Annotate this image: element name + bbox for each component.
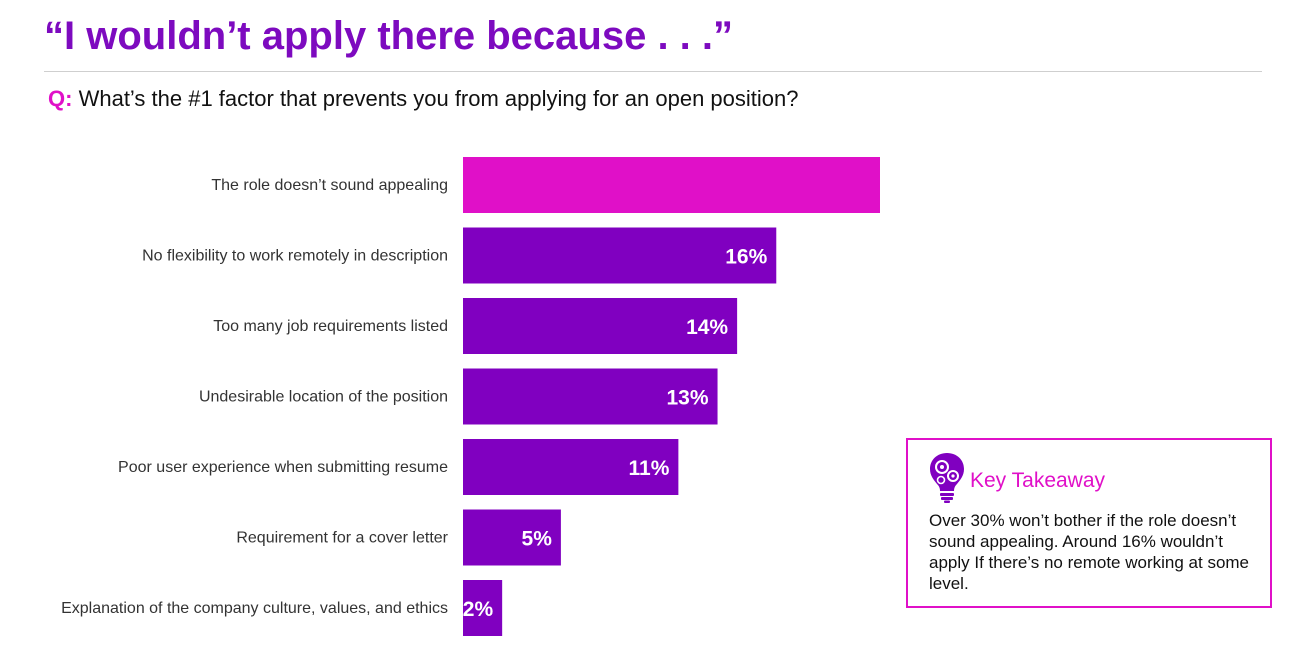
- page-title: “I wouldn’t apply there because . . .”: [44, 14, 734, 58]
- bar: [463, 298, 738, 354]
- category-label: Explanation of the company culture, valu…: [61, 600, 448, 617]
- value-label: 11%: [629, 457, 670, 480]
- value-label: 13%: [667, 387, 709, 410]
- category-label: Undesirable location of the position: [199, 389, 448, 406]
- value-label: 5%: [522, 528, 553, 551]
- title-divider: [44, 71, 1262, 72]
- bar: [463, 157, 880, 213]
- takeaway-text: Over 30% won’t bother if the role doesn’…: [929, 511, 1250, 593]
- bar: [463, 439, 679, 495]
- survey-question: Q: What’s the #1 factor that prevents yo…: [48, 86, 799, 112]
- question-text: What’s the #1 factor that prevents you f…: [78, 86, 799, 111]
- category-label: No flexibility to work remotely in descr…: [142, 248, 448, 265]
- bar: [463, 368, 718, 425]
- bar-chart: The role doesn’t sound appealing31%No fl…: [61, 157, 880, 636]
- bar: [463, 580, 503, 636]
- lightbulb-gears-icon: [930, 453, 964, 503]
- category-label: Too many job requirements listed: [213, 318, 448, 335]
- question-label: Q:: [48, 86, 73, 111]
- value-label: 2%: [463, 598, 494, 621]
- value-label: 16%: [725, 246, 767, 269]
- takeaway-title: Key Takeaway: [970, 469, 1106, 492]
- key-takeaway-box: Key Takeaway Over 30% won’t bother if th…: [906, 438, 1272, 608]
- category-label: Poor user experience when submitting res…: [118, 459, 448, 476]
- bar: [463, 509, 561, 566]
- value-label: 14%: [686, 316, 728, 339]
- category-label: The role doesn’t sound appealing: [211, 177, 448, 194]
- bar: [463, 227, 777, 284]
- category-label: Requirement for a cover letter: [236, 530, 448, 547]
